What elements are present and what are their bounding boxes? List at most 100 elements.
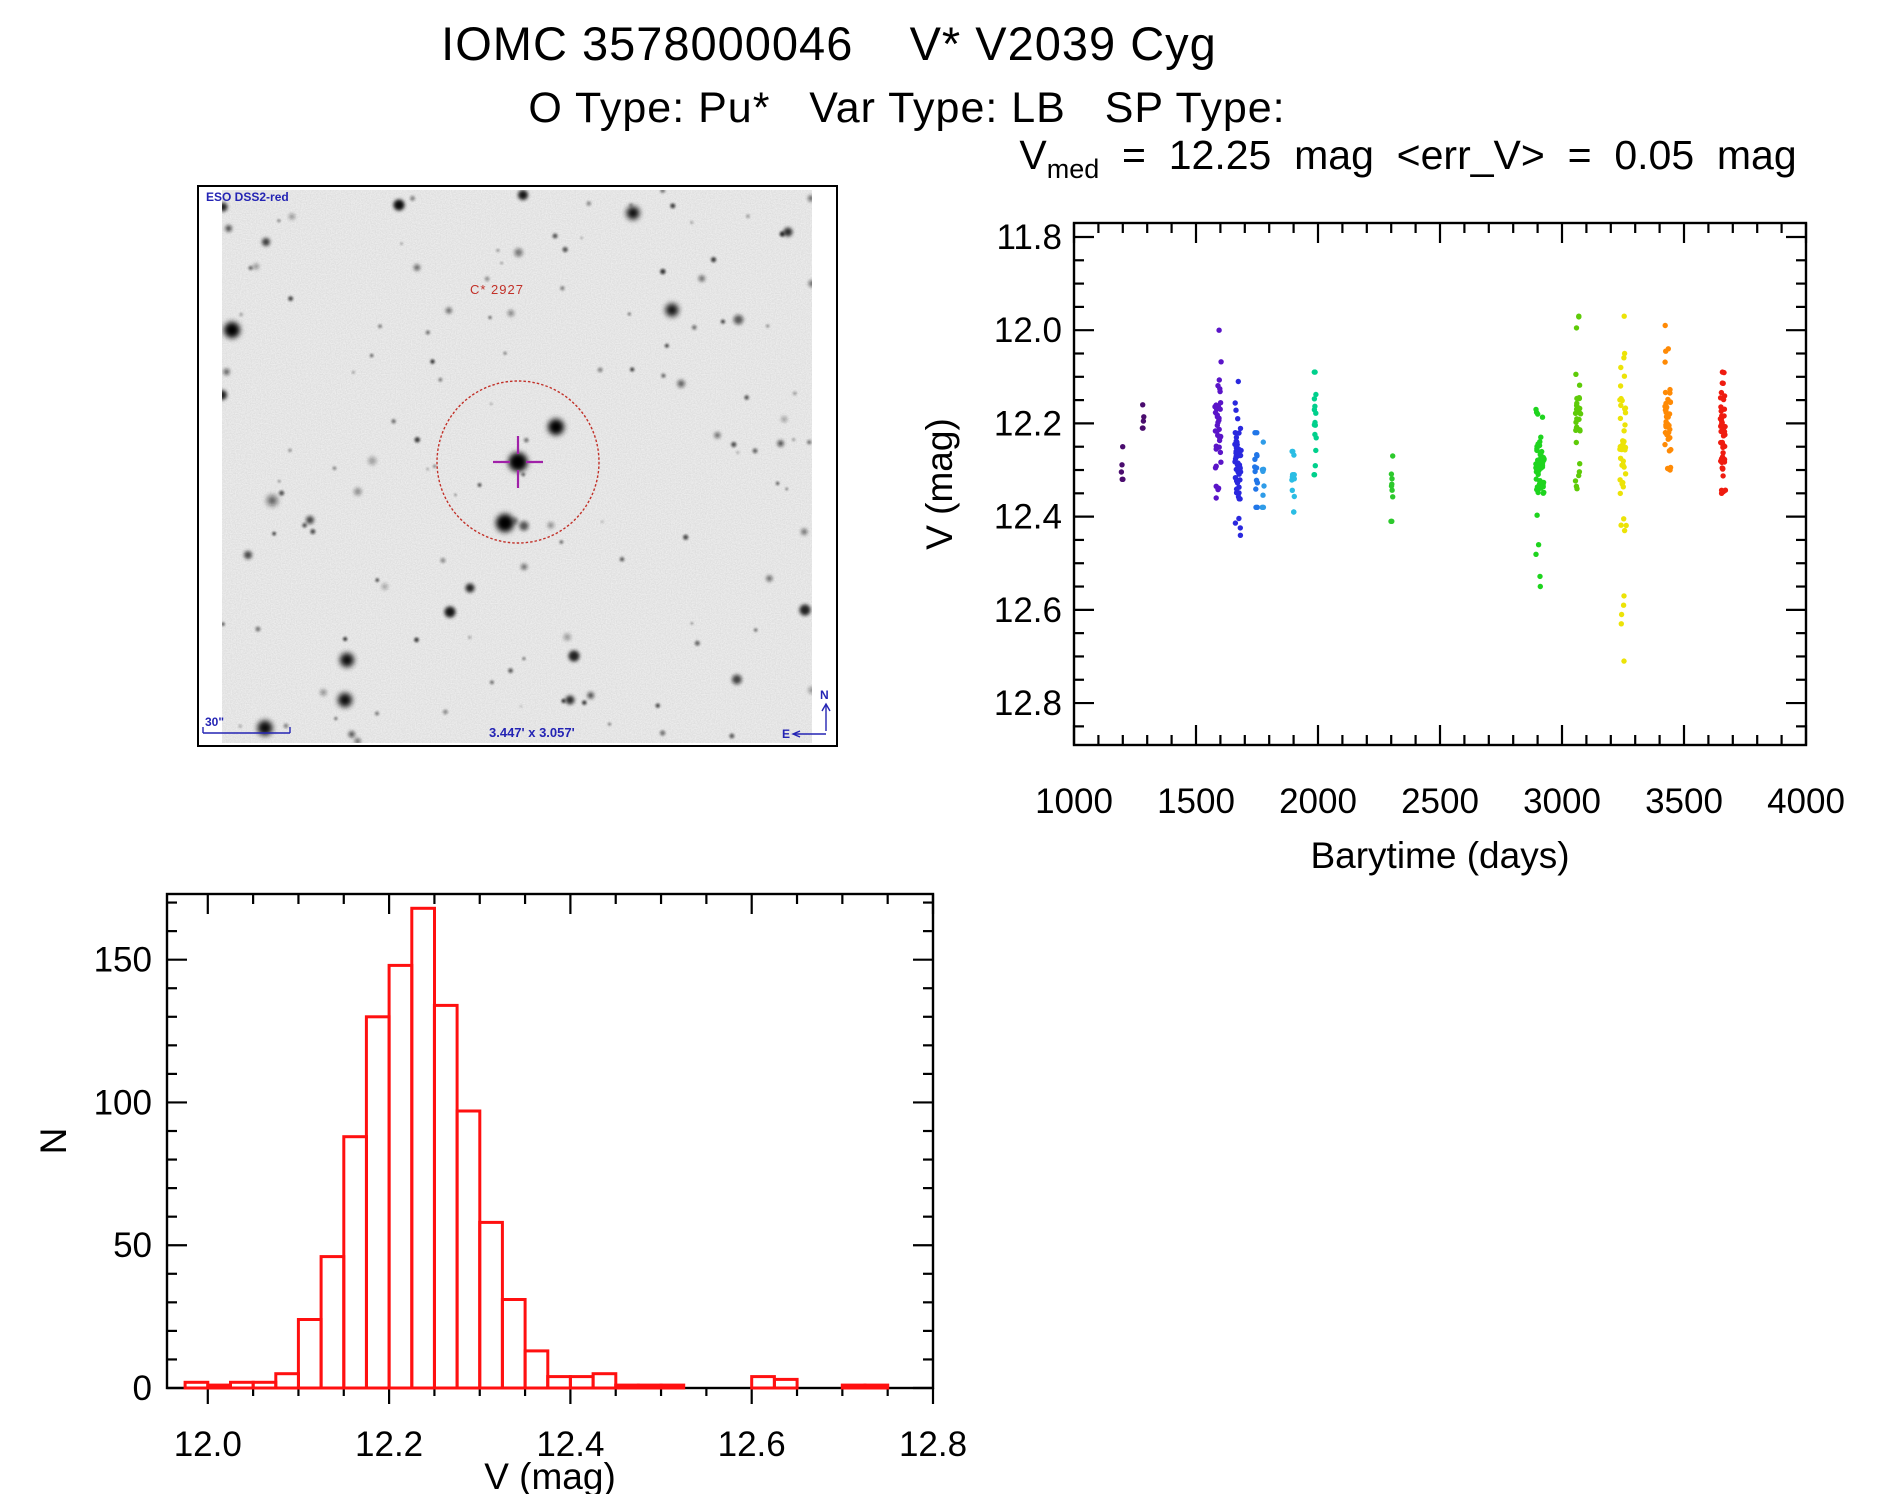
star [808,280,812,287]
star [659,730,666,736]
data-point [1139,425,1146,431]
vmed-prefix: V [1019,132,1047,178]
data-point [1237,469,1244,475]
star [660,268,666,275]
data-point [1537,573,1543,580]
star [352,371,355,374]
data-point [1218,459,1224,465]
data-point [1663,419,1669,425]
histogram-bar [410,906,436,1390]
data-point [1573,427,1579,433]
target-crosshair [493,436,543,488]
data-point [1217,449,1224,456]
data-point [1619,481,1625,487]
star [777,440,784,447]
data-point [1213,495,1219,501]
star [754,628,758,632]
star [710,257,717,263]
compass [791,702,831,738]
star [655,703,660,708]
x-tick-label: 3500 [1645,782,1723,821]
star [806,439,812,445]
data-point [1574,395,1580,402]
data-point [1575,404,1581,411]
data-point [1534,512,1540,518]
data-point [1214,428,1220,434]
data-point [1663,400,1669,407]
star [223,368,230,376]
histogram-bar [274,1372,300,1390]
vmed-header: Vmed = 12.25 mag <err_V> = 0.05 mag [1019,132,1797,183]
star [683,534,689,540]
data-point [1312,431,1318,438]
star [601,520,604,523]
finder-annotations [202,380,831,738]
star [262,238,270,246]
star [433,464,436,468]
page-title: IOMC 3578000046 V* V2039 Cyg [441,17,1217,70]
data-point [1617,490,1624,497]
data-point [1721,369,1727,376]
star [732,674,742,685]
page-subtitle: O Type: Pu* Var Type: LB SP Type: [528,84,1286,132]
star [677,379,685,388]
data-point [1252,456,1258,462]
star [477,483,482,487]
star [400,242,403,245]
histogram-bar [568,1375,595,1390]
data-point [1720,473,1726,479]
data-point [1622,471,1629,477]
data-point [1621,428,1627,434]
star [580,236,583,240]
data-point [1212,465,1219,471]
y-axis-title: N [33,1128,74,1155]
data-point [1622,406,1628,412]
star [597,367,603,373]
x-tick-label: 1000 [1035,782,1113,821]
x-tick-label: 4000 [1767,782,1845,821]
star [302,523,307,528]
star [518,190,528,200]
data-point [1573,439,1580,446]
data-point [1621,350,1628,357]
x-tick-label: 2500 [1401,782,1479,821]
star [368,456,377,466]
x-tick-label: 12.4 [536,1425,604,1464]
plot-frame [165,892,935,1390]
histogram-bar [636,1383,663,1390]
star [630,367,635,372]
data-point [1662,359,1668,365]
data-point [1289,487,1296,493]
star [694,640,700,646]
star [222,390,227,400]
star [783,227,793,237]
y-tick-label: 11.8 [996,218,1062,257]
histogram-bar [863,1383,890,1390]
star [484,276,490,282]
data-point [1539,414,1546,420]
star [425,330,430,335]
star [248,265,253,271]
data-point [1572,410,1579,416]
data-point [1618,402,1624,409]
scale-bar-label: 30" [205,715,224,729]
vmed-values: = 12.25 mag <err_V> = 0.05 mag [1099,132,1797,178]
star [670,203,676,209]
scale-bar [202,727,291,734]
star [244,551,252,559]
histogram-bar [523,1349,550,1390]
star [664,343,669,348]
star [714,432,721,439]
data-point [1237,532,1244,538]
data-point [1212,409,1219,416]
star [343,637,348,642]
data-point [1253,486,1259,492]
data-point [1573,483,1580,489]
star [414,264,420,271]
star [306,516,314,524]
data-point [1312,463,1319,469]
y-tick-label: 0 [133,1369,152,1408]
star [442,709,448,715]
star [238,724,242,728]
histogram-bar [251,1380,278,1390]
